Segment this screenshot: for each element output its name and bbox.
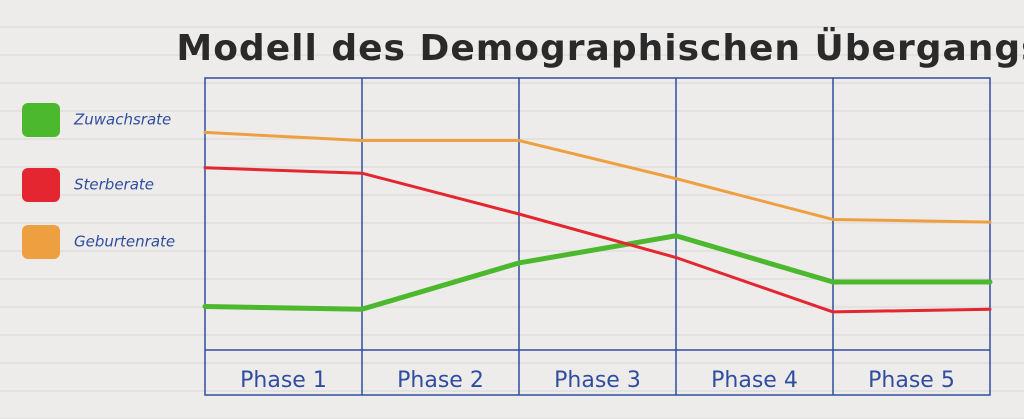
legend-label: Sterberate <box>74 176 154 194</box>
plot-border <box>204 77 991 396</box>
series-line <box>203 166 992 314</box>
series-line <box>202 233 993 312</box>
legend-swatch <box>22 103 60 137</box>
legend-label: Geburtenrate <box>74 233 175 251</box>
phase-label: Phase 1 <box>240 368 327 393</box>
phase-label: Phase 4 <box>711 368 798 393</box>
legend-label: Zuwachsrate <box>73 111 171 129</box>
chart-title: Modell des Demographischen Übergangs <box>176 27 1024 69</box>
series-line <box>203 130 992 224</box>
phase-label: Phase 5 <box>868 368 955 393</box>
legend-swatch <box>22 168 60 202</box>
phase-label: Phase 3 <box>554 368 641 393</box>
legend-swatch <box>22 225 60 259</box>
phase-label: Phase 2 <box>397 368 484 393</box>
